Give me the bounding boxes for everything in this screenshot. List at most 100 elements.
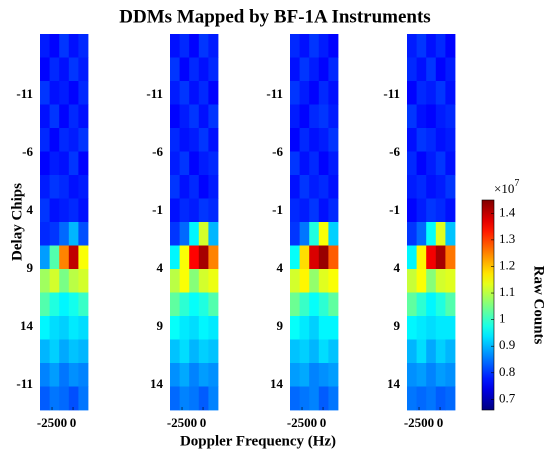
heatmap-cell [426,198,437,223]
heatmap-cell [68,316,79,340]
heatmap-cell [435,316,446,340]
heatmap-cell [78,151,89,176]
x-tick-label: -2500 [287,415,317,430]
heatmap-cell [208,57,219,82]
heatmap-cell [49,57,60,82]
heatmap-cell [416,151,427,176]
heatmap-cell [299,128,310,152]
heatmap-cell [416,363,427,387]
heatmap-cell [426,151,437,176]
heatmap-cell [179,81,190,105]
colorbar-tick-label: 0.8 [499,364,515,379]
heatmap-cell [198,269,209,293]
colorbar-multiplier: ×107 [494,178,519,196]
heatmap-cell [78,245,89,270]
heatmap-cell [328,151,339,176]
heatmap-cell [78,363,89,387]
heatmap-cell [290,316,300,340]
heatmap-cell [198,81,209,105]
heatmap-cell [49,339,60,364]
heatmap-cell [208,245,219,270]
heatmap-cell [208,151,219,176]
heatmap-cell [40,151,50,176]
heatmap-cell [407,363,417,387]
heatmap-cell [290,151,300,176]
heatmap-cell [416,34,427,58]
heatmap-cell [170,57,180,82]
y-tick-label: 9 [157,318,164,333]
colorbar-label: Raw Counts [531,266,547,345]
y-tick-label: -6 [389,144,400,159]
heatmap-cell [318,57,329,82]
heatmap-cell [49,151,60,176]
heatmap-cell [49,104,60,129]
heatmap-cell [416,292,427,317]
heatmap-cell [59,175,70,199]
heatmap-cell [309,104,320,129]
heatmap-cell [318,269,329,293]
heatmap-cell [299,175,310,199]
heatmap-cell [318,339,329,364]
heatmap-cell [309,57,320,82]
heatmap-cell [299,151,310,176]
heatmap-cell [290,292,300,317]
heatmap-cell [435,363,446,387]
heatmap-cell [198,222,209,246]
heatmap-cell [318,175,329,199]
y-tick-label: 14 [387,376,401,391]
heatmap-cell [170,316,180,340]
y-tick-label: -6 [22,144,33,159]
heatmap-cell [78,128,89,152]
heatmap-cell [309,222,320,246]
heatmap-cell [426,128,437,152]
heatmap-cell [68,339,79,364]
heatmap-cell [426,339,437,364]
heatmap-cell [198,175,209,199]
heatmap-cell [49,175,60,199]
heatmap-cell [170,339,180,364]
colorbar-tick-label: 1.1 [499,284,515,299]
heatmap-cell [49,222,60,246]
heatmap-cell [179,316,190,340]
heatmap-cell [40,104,50,129]
heatmap-cell [198,245,209,270]
heatmap-cell [445,363,456,387]
heatmap-cell [170,198,180,223]
heatmap-cell [68,175,79,199]
heatmap-cell [407,81,417,105]
heatmap-cell [407,104,417,129]
heatmap-cell [208,339,219,364]
heatmap-cell [290,245,300,270]
x-tick-label: -2500 [37,415,67,430]
colorbar-tick-label: 1.4 [499,204,516,219]
heatmap-cell [290,104,300,129]
heatmap-cell [40,316,50,340]
y-tick-label: 14 [270,376,284,391]
heatmap-cell [299,269,310,293]
heatmap-cell [68,151,79,176]
heatmap-cell [318,245,329,270]
heatmap-cell [179,363,190,387]
heatmap-cell [198,339,209,364]
x-tick-label: 0 [437,415,444,430]
heatmap-cell [426,104,437,129]
heatmap-cell [435,81,446,105]
heatmap-cell [170,128,180,152]
heatmap-cell [198,292,209,317]
heatmap-cell [416,175,427,199]
heatmap-cell [290,81,300,105]
heatmap-cell [445,339,456,364]
colorbar-multiplier-base: ×10 [494,181,514,196]
heatmap-cell [407,128,417,152]
heatmap-cell [445,198,456,223]
heatmap-cell [407,245,417,270]
heatmap-cell [208,34,219,58]
heatmap-cell [416,316,427,340]
heatmap-cell [59,339,70,364]
heatmap-cell [445,245,456,270]
y-tick-label: -11 [383,86,400,101]
heatmap-cell [208,386,219,411]
heatmap-cell [426,363,437,387]
heatmap-cell [49,245,60,270]
heatmap-cell [49,386,60,411]
